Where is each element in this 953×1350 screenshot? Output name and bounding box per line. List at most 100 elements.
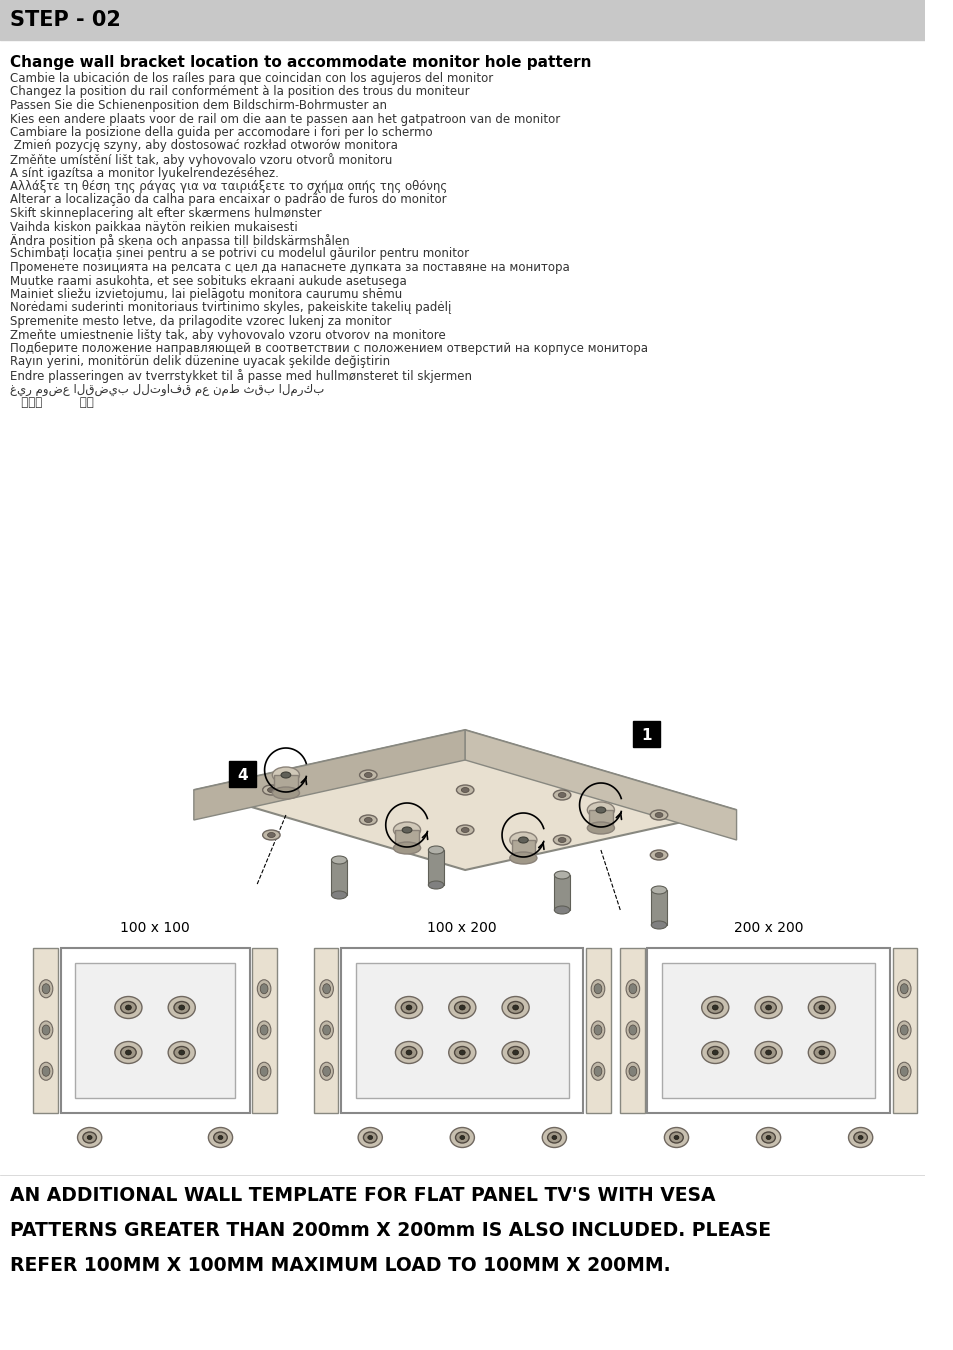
Ellipse shape — [456, 825, 474, 836]
Text: Променете позицията на релсата с цел да напаснете дупката за поставяне на монито: Променете позицията на релсата с цел да … — [10, 261, 569, 274]
Ellipse shape — [501, 1041, 529, 1064]
Text: Passen Sie die Schienenposition dem Bildschirm-Bohrmuster an: Passen Sie die Schienenposition dem Bild… — [10, 99, 386, 112]
Ellipse shape — [42, 984, 50, 994]
Bar — [331, 860, 347, 895]
Ellipse shape — [900, 1025, 907, 1035]
Ellipse shape — [39, 1062, 52, 1080]
Text: Подберите положение направляющей в соответствии с положением отверстий на корпус: Подберите положение направляющей в соотв… — [10, 342, 647, 355]
Ellipse shape — [257, 980, 271, 998]
Ellipse shape — [754, 1041, 781, 1064]
Ellipse shape — [461, 828, 469, 833]
Ellipse shape — [359, 815, 376, 825]
Bar — [253, 948, 276, 1112]
Ellipse shape — [707, 1002, 722, 1014]
Ellipse shape — [628, 1025, 636, 1035]
Ellipse shape — [319, 980, 333, 998]
Ellipse shape — [509, 832, 537, 848]
Ellipse shape — [596, 807, 605, 813]
Ellipse shape — [359, 769, 376, 780]
Text: Alterar a localização da calha para encaixar o padrão de furos do monitor: Alterar a localização da calha para enca… — [10, 193, 446, 207]
Text: Spremenite mesto letve, da prilagodite vzorec lukenj za monitor: Spremenite mesto letve, da prilagodite v… — [10, 315, 391, 328]
Text: Vaihda kiskon paikkaa näytön reikien mukaisesti: Vaihda kiskon paikkaa näytön reikien muk… — [10, 220, 297, 234]
Ellipse shape — [319, 1062, 333, 1080]
Ellipse shape — [594, 1025, 601, 1035]
Ellipse shape — [401, 1002, 416, 1014]
Ellipse shape — [765, 1004, 771, 1010]
Ellipse shape — [173, 1046, 190, 1058]
Ellipse shape — [364, 818, 372, 822]
Ellipse shape — [897, 1021, 910, 1040]
Ellipse shape — [42, 1066, 50, 1076]
Text: Changez la position du rail conformément à la position des trous du moniteur: Changez la position du rail conformément… — [10, 85, 469, 99]
Ellipse shape — [897, 980, 910, 998]
Ellipse shape — [173, 1002, 190, 1014]
Ellipse shape — [594, 984, 601, 994]
Ellipse shape — [501, 996, 529, 1018]
Ellipse shape — [454, 1002, 470, 1014]
Ellipse shape — [552, 1135, 557, 1139]
Ellipse shape — [448, 996, 476, 1018]
Bar — [647, 948, 889, 1112]
Ellipse shape — [402, 828, 412, 833]
Ellipse shape — [331, 856, 347, 864]
Ellipse shape — [591, 1062, 604, 1080]
Ellipse shape — [126, 1050, 132, 1054]
Ellipse shape — [518, 837, 528, 842]
Bar — [651, 890, 666, 925]
Ellipse shape — [395, 1041, 422, 1064]
Ellipse shape — [761, 1133, 775, 1143]
Ellipse shape — [765, 1135, 770, 1139]
Ellipse shape — [807, 1041, 835, 1064]
Ellipse shape — [178, 1050, 185, 1054]
Ellipse shape — [322, 984, 330, 994]
Ellipse shape — [760, 1046, 776, 1058]
Ellipse shape — [507, 1046, 523, 1058]
Text: Změňte umístění lišt tak, aby vyhovovalo vzoru otvorů monitoru: Změňte umístění lišt tak, aby vyhovovalo… — [10, 153, 392, 167]
Bar — [0, 0, 923, 40]
Ellipse shape — [454, 1046, 470, 1058]
Ellipse shape — [459, 1004, 465, 1010]
Ellipse shape — [406, 1050, 412, 1054]
Ellipse shape — [897, 1062, 910, 1080]
Bar — [554, 875, 569, 910]
Ellipse shape — [120, 1002, 136, 1014]
Ellipse shape — [331, 891, 347, 899]
Text: Norėdami suderinti monitoriaus tvirtinimo skyles, pakeiskite takelių padėlį: Norėdami suderinti monitoriaus tvirtinim… — [10, 301, 451, 315]
Ellipse shape — [428, 846, 443, 855]
Ellipse shape — [650, 850, 667, 860]
Ellipse shape — [428, 882, 443, 890]
Ellipse shape — [655, 813, 662, 818]
Ellipse shape — [83, 1133, 96, 1143]
Bar — [619, 948, 644, 1112]
Ellipse shape — [281, 772, 291, 778]
Ellipse shape — [547, 1133, 560, 1143]
Ellipse shape — [553, 836, 570, 845]
Ellipse shape — [168, 996, 195, 1018]
Ellipse shape — [625, 980, 639, 998]
Text: 100 x 200: 100 x 200 — [427, 922, 497, 936]
Text: AN ADDITIONAL WALL TEMPLATE FOR FLAT PANEL TV'S WITH VESA: AN ADDITIONAL WALL TEMPLATE FOR FLAT PAN… — [10, 1187, 715, 1206]
Ellipse shape — [450, 1127, 474, 1148]
Ellipse shape — [368, 1135, 373, 1139]
Ellipse shape — [554, 871, 569, 879]
Text: 200 x 200: 200 x 200 — [733, 922, 802, 936]
Ellipse shape — [625, 1062, 639, 1080]
Ellipse shape — [456, 784, 474, 795]
Ellipse shape — [401, 1046, 416, 1058]
Ellipse shape — [260, 1066, 268, 1076]
Ellipse shape — [765, 1050, 771, 1054]
Ellipse shape — [807, 996, 835, 1018]
Ellipse shape — [712, 1050, 718, 1054]
Ellipse shape — [272, 787, 299, 799]
Ellipse shape — [461, 787, 469, 792]
Bar — [341, 948, 583, 1112]
Ellipse shape — [558, 837, 565, 842]
Ellipse shape — [853, 1133, 866, 1143]
Bar — [586, 948, 610, 1112]
Bar — [511, 840, 535, 859]
Ellipse shape — [257, 1021, 271, 1040]
Bar — [632, 721, 659, 747]
Ellipse shape — [512, 1050, 518, 1054]
Text: Zmeňte umiestnenie lišty tak, aby vyhovovalo vzoru otvorov na monitore: Zmeňte umiestnenie lišty tak, aby vyhovo… — [10, 328, 445, 342]
Text: Mainiet sliežu izvietojumu, lai pielāgotu monitora caurumu shēmu: Mainiet sliežu izvietojumu, lai pielāgot… — [10, 288, 401, 301]
